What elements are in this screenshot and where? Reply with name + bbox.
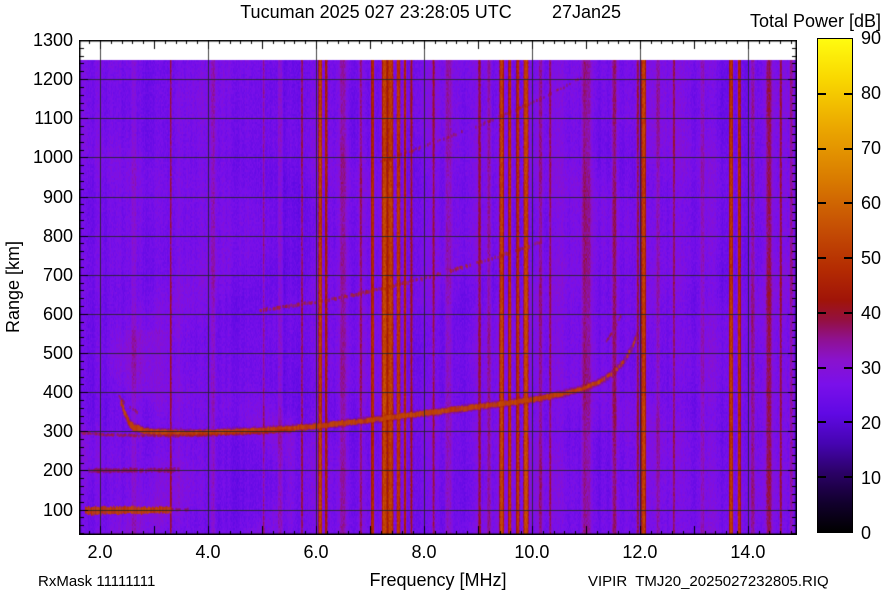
colorbar-tick [844, 311, 852, 314]
colorbar-tick [818, 421, 826, 424]
colorbar-tick [844, 366, 852, 369]
y-tick-label: 200 [42, 460, 73, 481]
x-tick-label: 4.0 [195, 542, 221, 562]
y-tick-label: 300 [42, 421, 73, 442]
colorbar-tick [818, 147, 826, 150]
colorbar [817, 38, 853, 533]
x-tick-label: 14.0 [730, 542, 766, 562]
x-tick-label: 12.0 [622, 542, 658, 562]
data-file-name: VIPIR TMJ20_2025027232805.RIQ [588, 573, 829, 590]
colorbar-tick-label: 50 [861, 248, 882, 268]
colorbar-tick [818, 257, 826, 260]
y-tick-label: 1200 [32, 69, 73, 90]
rx-mask-status: RxMask 11111111 [38, 573, 156, 590]
x-tick-label: 6.0 [303, 542, 329, 562]
colorbar-tick-label: 70 [861, 138, 882, 158]
colorbar-tick [818, 202, 826, 205]
x-tick-label: 10.0 [514, 542, 550, 562]
colorbar-tick [818, 92, 826, 95]
colorbar-tick-label: 40 [861, 303, 882, 323]
colorbar-tick-label: 60 [861, 193, 882, 213]
y-tick-label: 100 [42, 499, 73, 520]
y-tick-label: 700 [42, 264, 73, 285]
y-tick-label: 1000 [32, 147, 73, 168]
colorbar-tick-label: 10 [861, 468, 882, 488]
colorbar-title: Total Power [dB] [749, 11, 881, 31]
plot-date: 27Jan25 [552, 2, 622, 22]
y-tick-label: 600 [42, 303, 73, 324]
x-tick-label: 8.0 [411, 542, 437, 562]
y-tick-label: 400 [42, 382, 73, 403]
colorbar-tick [844, 476, 852, 479]
colorbar-tick-label: 20 [861, 413, 882, 433]
colorbar-tick-label: 30 [861, 358, 882, 378]
colorbar-tick [844, 257, 852, 260]
colorbar-tick [844, 92, 852, 95]
x-tick-label: 2.0 [87, 542, 113, 562]
ionogram-heatmap [79, 40, 797, 535]
colorbar-tick [844, 421, 852, 424]
y-tick-label: 1300 [32, 30, 73, 50]
colorbar-tick [844, 147, 852, 150]
colorbar-tick [844, 202, 852, 205]
page-title: Tucuman 2025 027 23:28:05 UTC [240, 2, 512, 22]
y-axis-title: Range [km] [3, 240, 23, 334]
colorbar-tick [818, 476, 826, 479]
y-tick-label: 900 [42, 186, 73, 207]
colorbar-tick-label: 90 [861, 28, 882, 48]
x-axis-title: Frequency [MHz] [369, 570, 507, 590]
y-tick-label: 1100 [34, 108, 73, 129]
y-tick-label: 800 [42, 225, 73, 246]
y-tick-label: 500 [42, 343, 73, 364]
colorbar-tick [818, 366, 826, 369]
colorbar-tick-label: 80 [861, 83, 882, 103]
colorbar-tick [818, 311, 826, 314]
colorbar-tick-label: 0 [861, 523, 872, 543]
